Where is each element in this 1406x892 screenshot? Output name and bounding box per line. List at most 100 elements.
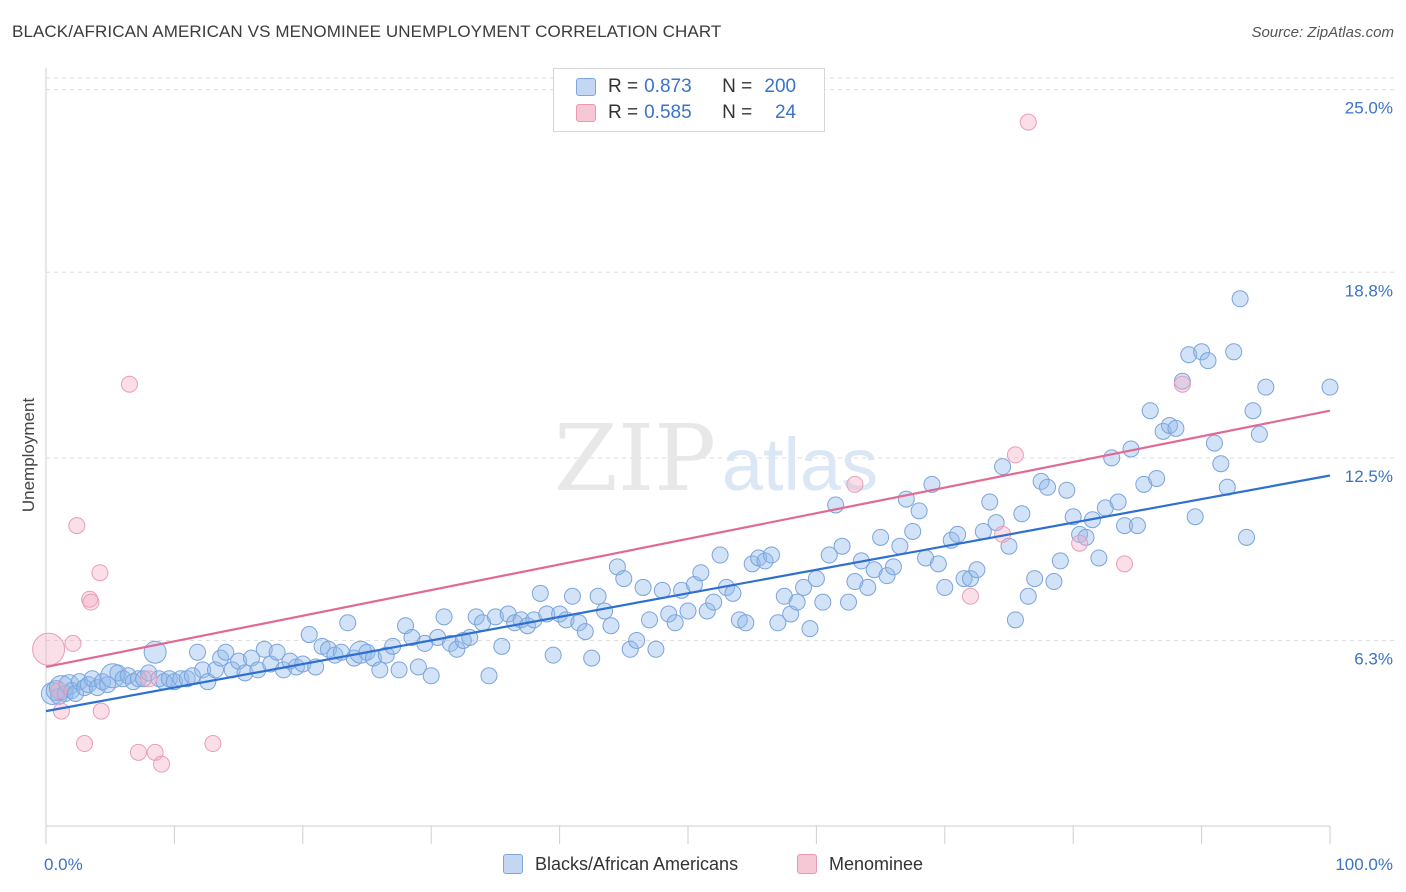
watermark-atlas: atlas [722, 423, 878, 506]
blue-point [409, 658, 427, 676]
x-tick-label: 100.0% [1335, 855, 1393, 874]
blue-point [884, 558, 902, 576]
legend-r-value: 0.585 [644, 102, 692, 123]
tick-labels: 6.3% 12.5% 18.8% 25.0% 0.0% 100.0% [44, 99, 1393, 874]
source-label: Source: ZipAtlas.com [1251, 24, 1394, 41]
blue-point [114, 670, 132, 688]
blue-point [1199, 352, 1217, 370]
pink-point [129, 743, 147, 761]
blue-point [422, 667, 440, 685]
pink-point [1006, 446, 1024, 464]
pink-point [1116, 555, 1134, 573]
blue-point [576, 623, 594, 641]
blue-point [666, 614, 684, 632]
legend-n-value: 200 [764, 76, 797, 97]
legend-r-value: 0.873 [644, 76, 692, 97]
blue-point [1257, 378, 1275, 396]
blue-point [615, 570, 633, 588]
blue-point [544, 646, 562, 664]
blue-point [820, 546, 838, 564]
blue-point [949, 525, 967, 543]
pink-point [92, 702, 110, 720]
pink-point [961, 587, 979, 605]
blue-point [762, 546, 780, 564]
blue-point [255, 640, 273, 658]
blue-point [737, 614, 755, 632]
bottom-legend-swatch-blue [503, 854, 523, 874]
blue-point [602, 617, 620, 635]
blue-point [833, 537, 851, 555]
blue-point [660, 605, 678, 623]
blue-point [140, 664, 158, 682]
blue-point [486, 608, 504, 626]
blue-point [1180, 346, 1198, 364]
blue-point [878, 567, 896, 585]
blue-point [1032, 472, 1050, 490]
blue-point [981, 493, 999, 511]
blue-point [807, 570, 825, 588]
blue-point [1006, 611, 1024, 629]
axes [45, 68, 1331, 844]
blue-point [435, 608, 453, 626]
pink-point [68, 517, 86, 535]
pink-point [140, 670, 158, 688]
pink-trendline [45, 409, 1331, 669]
blue-point [872, 528, 890, 546]
pink-point [846, 475, 864, 493]
blue-point [724, 584, 742, 602]
pink-point [50, 682, 68, 700]
legend-n-label: N = [722, 76, 753, 97]
blue-point [756, 552, 774, 570]
bottom-legend-blue: Blacks/African Americans [503, 852, 738, 876]
blue-point [795, 578, 813, 596]
blue-point [711, 546, 729, 564]
blue-point [583, 649, 601, 667]
pink-point [82, 593, 100, 611]
pink-points [32, 113, 1191, 773]
blue-point [1225, 343, 1243, 361]
pink-point [81, 590, 99, 608]
blue-trendline [45, 474, 1331, 713]
pink-point [76, 735, 94, 753]
blue-point [814, 593, 832, 611]
blue-point [859, 578, 877, 596]
blue-point [961, 570, 979, 588]
correlation-legend: R = 0.873 N = 200 R = 0.585 N = 24 [553, 68, 825, 132]
blue-point [1212, 455, 1230, 473]
blue-point [1154, 422, 1172, 440]
pink-point [204, 735, 222, 753]
y-tick-label: 18.8% [1345, 281, 1393, 300]
pink-point [120, 375, 138, 393]
blue-point [1058, 481, 1076, 499]
blue-point [1148, 469, 1166, 487]
chart-title: BLACK/AFRICAN AMERICAN VS MENOMINEE UNEM… [12, 22, 722, 41]
blue-point [698, 602, 716, 620]
blue-point [1250, 425, 1268, 443]
pink-point [52, 702, 70, 720]
blue-point [1109, 493, 1127, 511]
blue-point [377, 646, 395, 664]
blue-point [647, 640, 665, 658]
blue-point [467, 608, 485, 626]
watermark-zip: ZIP [554, 405, 716, 512]
blue-point [904, 522, 922, 540]
blue-point [589, 587, 607, 605]
blue-point [83, 670, 101, 688]
blue-point [99, 676, 117, 694]
blue-point [217, 643, 235, 661]
blue-point [640, 611, 658, 629]
blue-point [1321, 378, 1339, 396]
y-tick-label: 25.0% [1345, 99, 1393, 118]
blue-point [1013, 505, 1031, 523]
blue-point [743, 555, 761, 573]
blue-point [178, 670, 196, 688]
blue-point [1205, 434, 1223, 452]
blue-point [891, 537, 909, 555]
blue-point [189, 643, 207, 661]
blue-point [1077, 528, 1095, 546]
blue-point [493, 637, 511, 655]
blue-point [596, 602, 614, 620]
bottom-legend-label-pink: Menominee [829, 853, 924, 874]
blue-point [300, 626, 318, 644]
